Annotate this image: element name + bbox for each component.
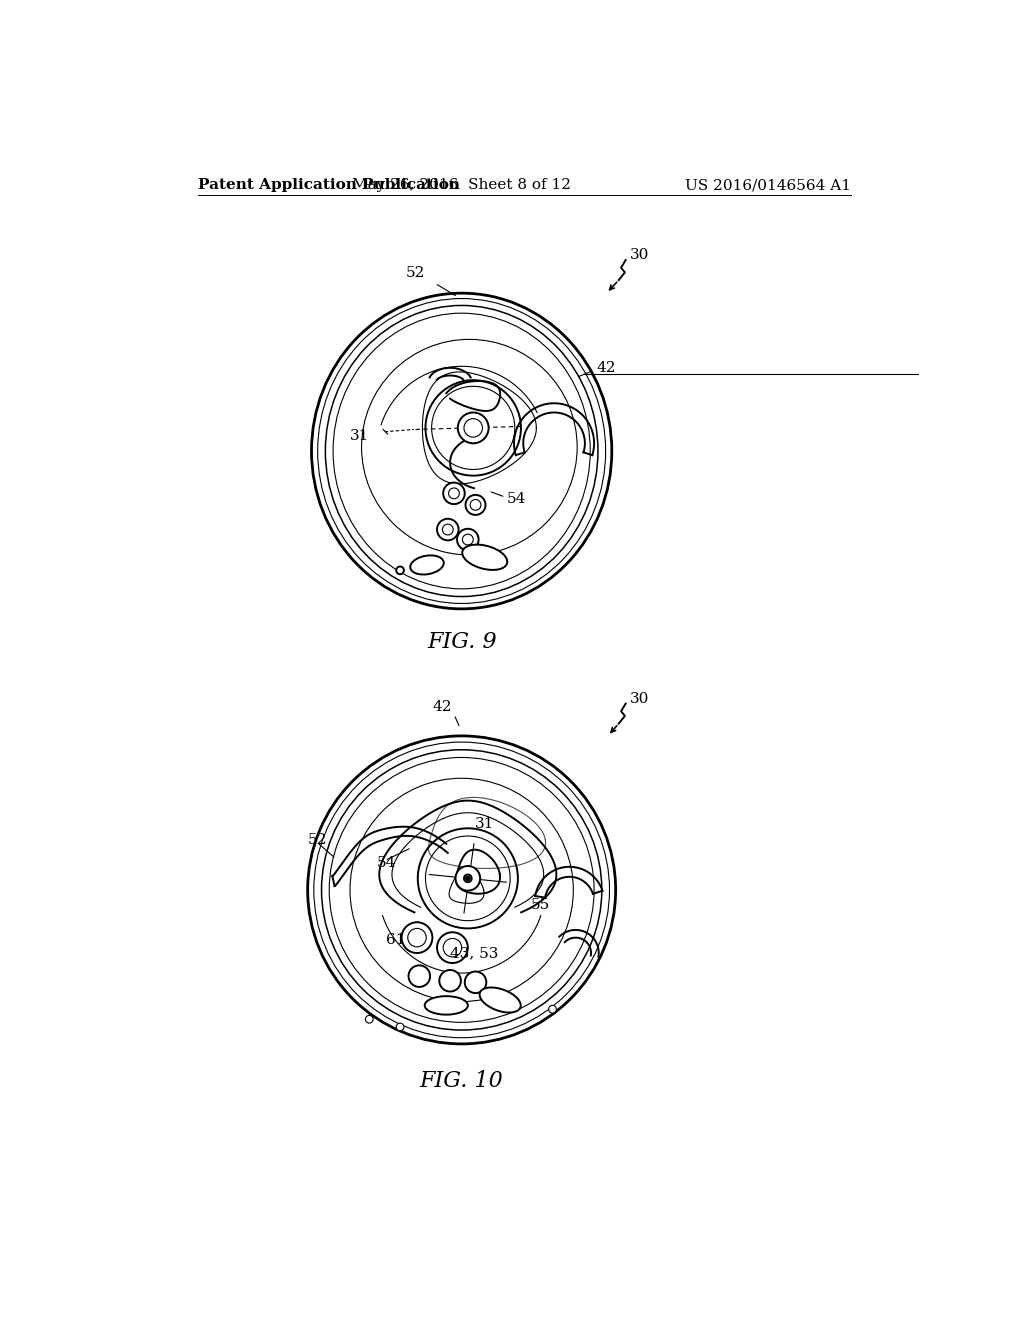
Text: May 26, 2016  Sheet 8 of 12: May 26, 2016 Sheet 8 of 12 bbox=[352, 178, 571, 193]
Circle shape bbox=[457, 529, 478, 550]
Text: 42: 42 bbox=[596, 360, 615, 375]
Text: 52: 52 bbox=[406, 267, 425, 280]
Circle shape bbox=[465, 972, 486, 993]
Circle shape bbox=[464, 418, 482, 437]
Text: 55: 55 bbox=[531, 899, 550, 912]
Circle shape bbox=[466, 495, 485, 515]
Text: Patent Application Publication: Patent Application Publication bbox=[199, 178, 461, 193]
Circle shape bbox=[449, 488, 460, 499]
Text: 54: 54 bbox=[506, 492, 525, 506]
Circle shape bbox=[313, 742, 609, 1038]
Text: FIG. 10: FIG. 10 bbox=[420, 1069, 504, 1092]
Circle shape bbox=[425, 380, 521, 475]
Ellipse shape bbox=[462, 545, 507, 570]
Circle shape bbox=[408, 928, 426, 946]
Text: 31: 31 bbox=[350, 429, 370, 442]
Ellipse shape bbox=[326, 305, 598, 597]
Text: 43, 53: 43, 53 bbox=[451, 946, 499, 960]
Ellipse shape bbox=[317, 298, 605, 603]
Text: FIG. 9: FIG. 9 bbox=[427, 631, 497, 653]
Circle shape bbox=[443, 939, 462, 957]
Circle shape bbox=[396, 1023, 403, 1031]
Circle shape bbox=[439, 970, 461, 991]
Circle shape bbox=[401, 923, 432, 953]
Text: 52: 52 bbox=[307, 833, 327, 847]
Ellipse shape bbox=[311, 293, 611, 609]
Circle shape bbox=[330, 758, 594, 1022]
Circle shape bbox=[307, 737, 615, 1044]
Ellipse shape bbox=[333, 313, 590, 589]
Circle shape bbox=[437, 519, 459, 540]
Circle shape bbox=[458, 412, 488, 444]
Circle shape bbox=[456, 866, 480, 891]
Circle shape bbox=[470, 499, 481, 511]
Circle shape bbox=[464, 874, 472, 882]
Text: 54: 54 bbox=[377, 855, 396, 870]
Circle shape bbox=[418, 829, 518, 928]
Circle shape bbox=[466, 876, 470, 880]
Text: 30: 30 bbox=[630, 248, 649, 261]
Circle shape bbox=[432, 387, 515, 470]
Text: 42: 42 bbox=[433, 701, 453, 714]
Circle shape bbox=[463, 535, 473, 545]
Circle shape bbox=[549, 1006, 556, 1014]
Text: 61: 61 bbox=[386, 933, 406, 946]
Circle shape bbox=[366, 1015, 373, 1023]
Circle shape bbox=[443, 483, 465, 504]
Circle shape bbox=[322, 750, 602, 1030]
Text: 31: 31 bbox=[475, 817, 495, 832]
Text: 30: 30 bbox=[630, 692, 649, 706]
Circle shape bbox=[409, 965, 430, 987]
Ellipse shape bbox=[479, 987, 521, 1012]
Circle shape bbox=[442, 524, 454, 535]
Circle shape bbox=[437, 932, 468, 964]
Circle shape bbox=[425, 836, 510, 921]
Text: US 2016/0146564 A1: US 2016/0146564 A1 bbox=[684, 178, 851, 193]
Circle shape bbox=[361, 339, 578, 554]
Circle shape bbox=[396, 566, 403, 574]
Ellipse shape bbox=[411, 556, 443, 574]
Ellipse shape bbox=[425, 997, 468, 1015]
Circle shape bbox=[350, 779, 573, 1002]
